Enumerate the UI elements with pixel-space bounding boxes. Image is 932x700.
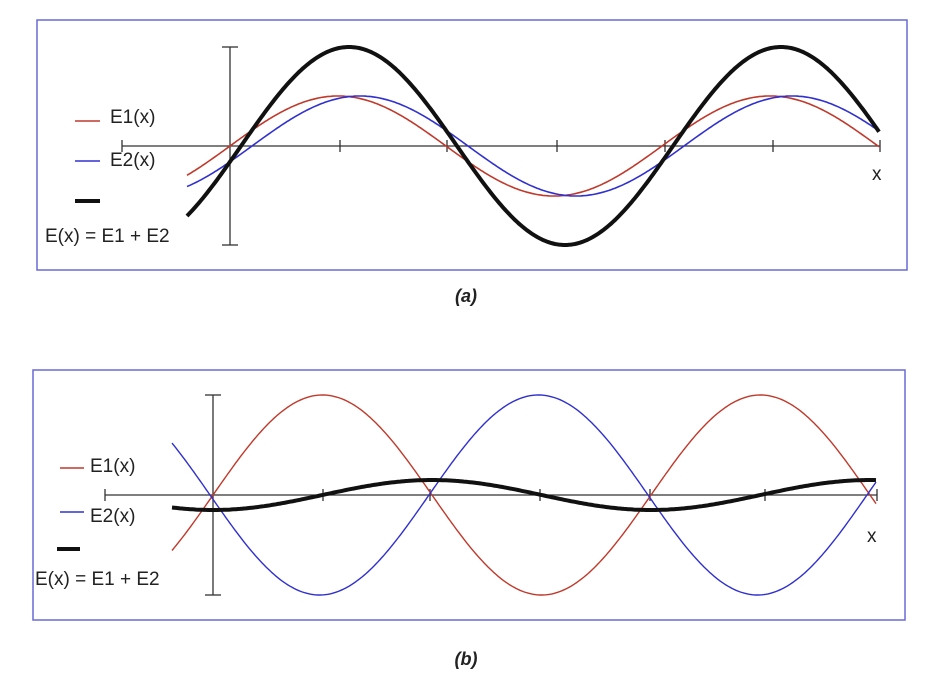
legend-label: E1(x)	[110, 107, 155, 128]
axis-label: x	[867, 526, 877, 547]
legend-label: E(x) = E1 + E2	[35, 569, 160, 590]
legend-label: E2(x)	[90, 506, 135, 527]
panel-frame	[36, 19, 908, 271]
wave-sum	[185, 45, 881, 247]
legend-label: E2(x)	[110, 150, 155, 171]
caption: (b)	[455, 649, 478, 669]
wave-e2	[171, 394, 877, 596]
axis-label: x	[872, 164, 882, 185]
wave-e1	[186, 95, 880, 197]
wave-sum	[171, 478, 877, 512]
wave-e1	[171, 394, 877, 596]
panel-frame	[32, 369, 906, 621]
caption: (a)	[455, 286, 477, 306]
wave-e2	[186, 95, 880, 197]
ticks	[121, 140, 881, 152]
legend-label: E1(x)	[90, 456, 135, 477]
legend-label: E(x) = E1 + E2	[45, 226, 170, 247]
ticks	[104, 489, 878, 501]
